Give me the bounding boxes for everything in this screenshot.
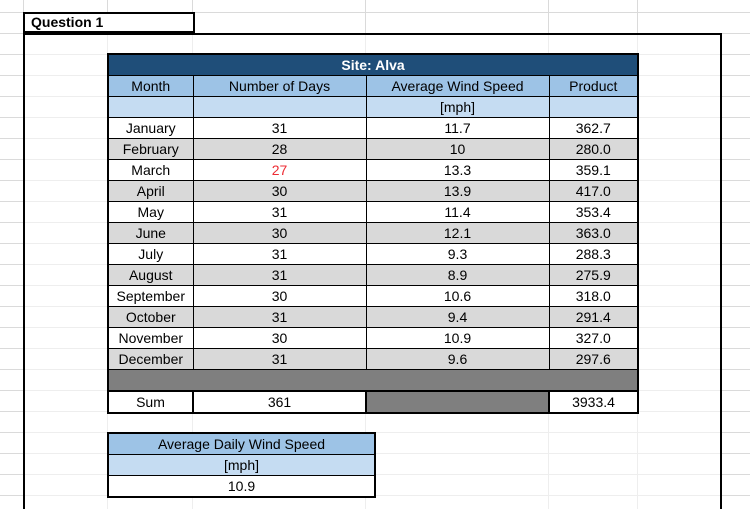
table-title-row: Site: Alva (107, 53, 639, 76)
product-cell[interactable]: 359.1 (548, 159, 639, 181)
days-cell[interactable]: 30 (192, 222, 367, 244)
days-cell[interactable]: 30 (192, 327, 367, 349)
product-cell[interactable]: 318.0 (548, 285, 639, 307)
product-cell[interactable]: 275.9 (548, 264, 639, 286)
wind-cell[interactable]: 13.9 (365, 180, 550, 202)
summary-title-cell[interactable]: Average Daily Wind Speed (107, 432, 376, 455)
header-wind-speed[interactable]: Average Wind Speed (365, 75, 550, 97)
row-april: April 30 13.9 417.0 (107, 180, 639, 202)
product-cell[interactable]: 288.3 (548, 243, 639, 265)
site-alva-table: Site: Alva Month Number of Days Average … (107, 53, 640, 414)
month-cell[interactable]: February (107, 138, 194, 160)
row-february: February 28 10 280.0 (107, 138, 639, 160)
sum-row: Sum 361 3933.4 (107, 389, 640, 414)
month-cell[interactable]: August (107, 264, 194, 286)
row-september: September 30 10.6 318.0 (107, 285, 639, 307)
sum-product-cell[interactable]: 3933.4 (547, 389, 640, 414)
row-july: July 31 9.3 288.3 (107, 243, 639, 265)
spacer-row (107, 369, 639, 391)
summary-value-row: 10.9 (107, 475, 376, 498)
month-cell[interactable]: September (107, 285, 194, 307)
days-cell[interactable]: 31 (192, 117, 367, 139)
question-label-cell[interactable]: Question 1 (23, 12, 195, 33)
days-cell[interactable]: 31 (192, 264, 367, 286)
days-cell[interactable]: 30 (192, 180, 367, 202)
days-cell[interactable]: 31 (192, 306, 367, 328)
row-january: January 31 11.7 362.7 (107, 117, 639, 139)
month-cell[interactable]: December (107, 348, 194, 370)
month-cell[interactable]: July (107, 243, 194, 265)
product-cell[interactable]: 362.7 (548, 117, 639, 139)
product-cell[interactable]: 363.0 (548, 222, 639, 244)
product-cell[interactable]: 297.6 (548, 348, 639, 370)
summary-title-row: Average Daily Wind Speed (107, 432, 376, 455)
month-cell[interactable]: January (107, 117, 194, 139)
sum-days-cell[interactable]: 361 (192, 389, 367, 414)
summary-value-cell[interactable]: 10.9 (107, 475, 376, 498)
month-cell[interactable]: March (107, 159, 194, 181)
wind-cell[interactable]: 8.9 (365, 264, 550, 286)
row-december: December 31 9.6 297.6 (107, 348, 639, 370)
product-cell[interactable]: 327.0 (548, 327, 639, 349)
product-cell[interactable]: 417.0 (548, 180, 639, 202)
table-title-cell[interactable]: Site: Alva (107, 53, 639, 76)
days-cell[interactable]: 31 (192, 201, 367, 223)
units-row: [mph] (107, 96, 639, 118)
wind-cell[interactable]: 9.4 (365, 306, 550, 328)
month-cell[interactable]: April (107, 180, 194, 202)
row-november: November 30 10.9 327.0 (107, 327, 639, 349)
days-cell[interactable]: 28 (192, 138, 367, 160)
sum-label-cell[interactable]: Sum (107, 389, 194, 414)
month-cell[interactable]: November (107, 327, 194, 349)
summary-units-cell[interactable]: [mph] (107, 454, 376, 476)
product-cell[interactable]: 353.4 (548, 201, 639, 223)
row-may: May 31 11.4 353.4 (107, 201, 639, 223)
units-cell[interactable] (192, 96, 367, 118)
units-cell[interactable] (548, 96, 639, 118)
row-march: March 27 13.3 359.1 (107, 159, 639, 181)
row-june: June 30 12.1 363.0 (107, 222, 639, 244)
header-product[interactable]: Product (548, 75, 639, 97)
table-header-row: Month Number of Days Average Wind Speed … (107, 75, 639, 97)
days-cell[interactable]: 31 (192, 243, 367, 265)
row-october: October 31 9.4 291.4 (107, 306, 639, 328)
average-wind-speed-table: Average Daily Wind Speed [mph] 10.9 (107, 432, 376, 498)
product-cell[interactable]: 280.0 (548, 138, 639, 160)
wind-cell[interactable]: 11.7 (365, 117, 550, 139)
days-cell[interactable]: 31 (192, 348, 367, 370)
wind-cell[interactable]: 10.6 (365, 285, 550, 307)
wind-cell[interactable]: 12.1 (365, 222, 550, 244)
sum-blank-dark-cell (365, 389, 550, 414)
days-cell-highlighted[interactable]: 27 (192, 159, 367, 181)
summary-units-row: [mph] (107, 454, 376, 476)
product-cell[interactable]: 291.4 (548, 306, 639, 328)
wind-cell[interactable]: 11.4 (365, 201, 550, 223)
wind-cell[interactable]: 13.3 (365, 159, 550, 181)
header-days[interactable]: Number of Days (192, 75, 367, 97)
days-cell[interactable]: 30 (192, 285, 367, 307)
month-cell[interactable]: October (107, 306, 194, 328)
wind-cell[interactable]: 10 (365, 138, 550, 160)
units-cell[interactable] (107, 96, 194, 118)
month-cell[interactable]: May (107, 201, 194, 223)
header-month[interactable]: Month (107, 75, 194, 97)
spacer-cell (107, 369, 639, 391)
wind-units-cell[interactable]: [mph] (365, 96, 550, 118)
wind-cell[interactable]: 10.9 (365, 327, 550, 349)
wind-cell[interactable]: 9.6 (365, 348, 550, 370)
month-cell[interactable]: June (107, 222, 194, 244)
row-august: August 31 8.9 275.9 (107, 264, 639, 286)
wind-cell[interactable]: 9.3 (365, 243, 550, 265)
